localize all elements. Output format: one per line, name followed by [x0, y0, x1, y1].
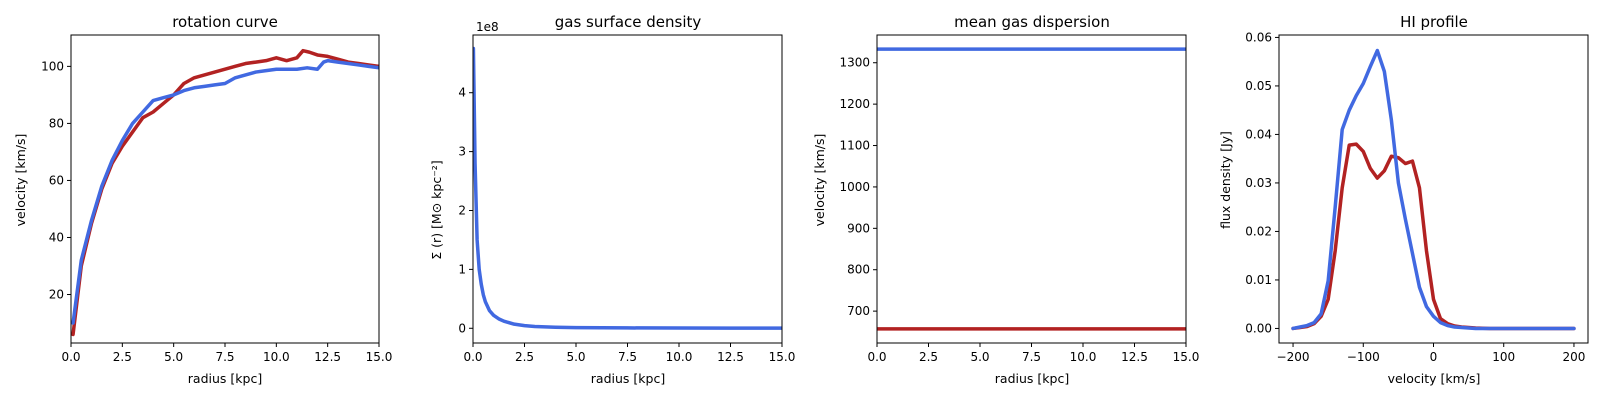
x-tick-label: 2.5 — [113, 350, 132, 364]
y-tick-label: 100 — [41, 59, 64, 73]
panel-hi-profile: HI profile velocity [km/s] flux density … — [1218, 13, 1589, 386]
y-tick-label: 0.00 — [1245, 321, 1272, 335]
x-tick-label: 2.5 — [919, 350, 938, 364]
y-tick-label: 800 — [847, 263, 870, 277]
x-tick-label: 200 — [1563, 350, 1586, 364]
x-tick-label: 0.0 — [867, 350, 886, 364]
chart-title: mean gas dispersion — [954, 13, 1110, 31]
y-tick-label: 700 — [847, 304, 870, 318]
x-tick-label: 10.0 — [666, 350, 693, 364]
y-tick-label: 0.01 — [1245, 273, 1272, 287]
y-tick-label: 60 — [49, 173, 64, 187]
y-tick-label: 900 — [847, 221, 870, 235]
y-tick-label: 80 — [49, 116, 64, 130]
panel-mean-gas-dispersion: mean gas dispersion radius [kpc] velocit… — [812, 13, 1199, 386]
series-line-red — [1291, 142, 1576, 331]
x-tick-label: 12.5 — [717, 350, 744, 364]
y-tick-label: 0.03 — [1245, 176, 1272, 190]
y-tick-label: 40 — [49, 230, 64, 244]
x-tick-label: 12.5 — [1121, 350, 1148, 364]
y-tick-label: 2 — [458, 203, 466, 217]
y-tick-label: 0.04 — [1245, 127, 1272, 141]
series-line-red — [71, 48, 379, 337]
y-axis-label: flux density [Jy] — [1218, 131, 1233, 229]
y-tick-label: 20 — [49, 288, 64, 302]
x-tick-label: −100 — [1347, 350, 1380, 364]
panel-rotation-curve: rotation curve radius [kpc] velocity [km… — [13, 13, 392, 386]
panel-gas-surface-density: gas surface density radius [kpc] Σ (r) [… — [429, 13, 795, 386]
series-group — [71, 48, 379, 337]
series-group — [1291, 48, 1576, 331]
x-tick-label: 0.0 — [61, 350, 80, 364]
y-tick-label: 0.05 — [1245, 79, 1272, 93]
y-tick-label: 1 — [458, 262, 466, 276]
series-line-blue — [473, 46, 782, 330]
y-tick-label: 1000 — [839, 180, 870, 194]
x-tick-label: 100 — [1492, 350, 1515, 364]
x-tick-label: 7.5 — [215, 350, 234, 364]
y-axis-label: velocity [km/s] — [13, 134, 28, 227]
y-tick-label: 1100 — [839, 139, 870, 153]
plot-frame — [876, 34, 1187, 344]
chart-title: HI profile — [1400, 13, 1468, 31]
x-tick-label: 0.0 — [463, 350, 482, 364]
y-tick-label: 0.06 — [1245, 30, 1272, 44]
series-line-blue — [1291, 48, 1576, 331]
series-line-blue — [71, 58, 379, 325]
chart-title: rotation curve — [172, 13, 278, 31]
series-group — [473, 46, 782, 330]
x-tick-label: 12.5 — [314, 350, 341, 364]
y-tick-label: 1200 — [839, 97, 870, 111]
x-axis-label: radius [kpc] — [995, 371, 1069, 386]
y-tick-label: 0.02 — [1245, 224, 1272, 238]
x-tick-label: 15.0 — [1173, 350, 1200, 364]
x-tick-label: 5.0 — [970, 350, 989, 364]
x-tick-label: 0 — [1430, 350, 1438, 364]
plot-frame — [70, 34, 380, 344]
y-tick-label: 3 — [458, 145, 466, 159]
plot-frame — [472, 34, 783, 344]
y-axis-label: velocity [km/s] — [812, 134, 827, 227]
x-tick-label: 10.0 — [1070, 350, 1097, 364]
x-tick-label: 7.5 — [1022, 350, 1041, 364]
x-tick-label: 15.0 — [769, 350, 796, 364]
series-group — [877, 47, 1186, 331]
x-axis-label: radius [kpc] — [591, 371, 665, 386]
x-tick-label: 10.0 — [263, 350, 290, 364]
x-tick-label: 5.0 — [164, 350, 183, 364]
x-axis-label: velocity [km/s] — [1388, 371, 1481, 386]
y-tick-label: 4 — [458, 86, 466, 100]
x-tick-label: 5.0 — [566, 350, 585, 364]
chart-title: gas surface density — [555, 13, 702, 31]
y-tick-label: 1300 — [839, 56, 870, 70]
y-tick-label: 0 — [458, 321, 466, 335]
x-tick-label: 2.5 — [515, 350, 534, 364]
x-tick-label: 15.0 — [366, 350, 393, 364]
y-offset-text: 1e8 — [476, 20, 499, 34]
x-tick-label: −200 — [1277, 350, 1310, 364]
x-axis-label: radius [kpc] — [188, 371, 262, 386]
y-axis-label: Σ (r) [M⊙ kpc⁻²] — [429, 160, 444, 259]
x-tick-label: 7.5 — [618, 350, 637, 364]
